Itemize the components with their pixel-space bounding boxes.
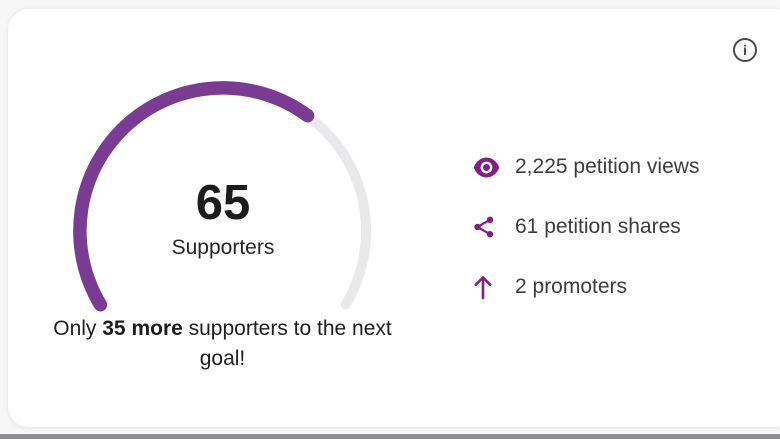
stat-label-shares: 61 petition shares xyxy=(515,215,681,238)
up-arrow-icon xyxy=(473,274,501,300)
goal-caption-suffix: supporters to the next goal! xyxy=(182,317,398,370)
stats-list: 2,225 petition views 61 petition shares … xyxy=(473,152,699,302)
info-button[interactable]: i xyxy=(733,38,757,62)
goal-caption-highlight: 35 more xyxy=(102,317,183,340)
eye-icon xyxy=(473,157,501,178)
stat-row-shares: 61 petition shares xyxy=(473,212,699,242)
bottom-divider-bar xyxy=(0,434,780,439)
supporters-gauge: 65 Supporters xyxy=(58,66,388,396)
stat-label-views: 2,225 petition views xyxy=(515,155,700,178)
stat-row-promoters: 2 promoters xyxy=(473,272,699,302)
supporters-count: 65 xyxy=(195,176,251,230)
gauge-arc xyxy=(73,81,371,312)
share-icon xyxy=(473,216,501,238)
stat-label-promoters: 2 promoters xyxy=(515,275,628,298)
gauge-progress-arc xyxy=(73,81,315,312)
gauge-center-text: 65 Supporters xyxy=(58,178,388,260)
petition-stats-card xyxy=(7,8,780,428)
stat-row-views: 2,225 petition views xyxy=(473,152,699,182)
info-icon: i xyxy=(743,42,747,58)
goal-caption-prefix: Only xyxy=(53,317,103,340)
supporters-label: Supporters xyxy=(171,235,275,259)
goal-caption: Only 35 more supporters to the next goal… xyxy=(30,314,415,374)
